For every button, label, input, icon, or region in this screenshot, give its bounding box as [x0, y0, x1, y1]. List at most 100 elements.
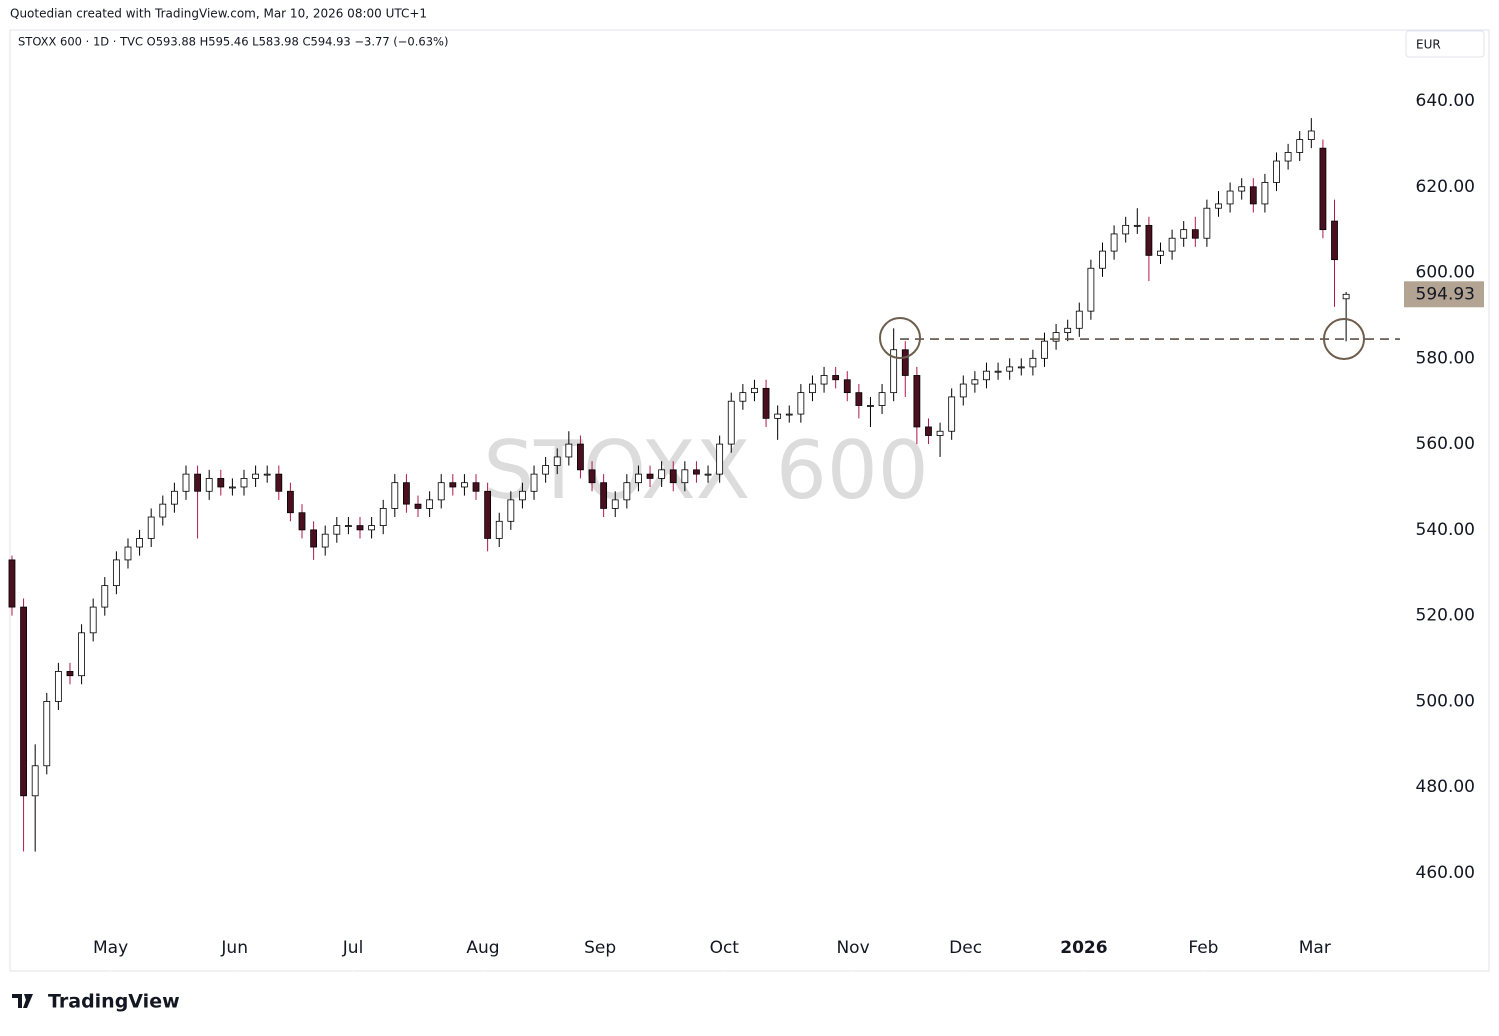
y-tick-label: 600.00	[1416, 263, 1475, 283]
candle-body	[1249, 186, 1257, 205]
candle-body	[1029, 357, 1037, 368]
candle-body	[1052, 332, 1060, 342]
logo: TradingView	[12, 991, 180, 1013]
candle-body	[530, 473, 538, 492]
candle-body	[507, 499, 515, 522]
candle-body	[971, 379, 979, 385]
candle-body	[252, 473, 259, 479]
candle-body	[275, 473, 283, 492]
candle-body	[959, 383, 967, 398]
candle-body	[1133, 224, 1141, 227]
x-tick-label: Aug	[466, 938, 499, 958]
candle-body	[577, 443, 584, 471]
y-tick-label: 520.00	[1416, 606, 1475, 626]
candle-body	[298, 512, 306, 531]
logo-mark	[12, 994, 33, 1008]
candle-body	[1099, 250, 1106, 269]
candle-body	[739, 392, 747, 402]
x-tick-label: 2026	[1060, 938, 1107, 958]
last-price-box	[1404, 281, 1484, 308]
x-tick-label: Jul	[342, 938, 364, 958]
candle-body	[240, 478, 248, 488]
candle-body	[1075, 310, 1083, 329]
candle-body	[484, 490, 492, 539]
candle-body	[31, 765, 39, 797]
y-tick-label: 460.00	[1416, 863, 1475, 883]
candle-body	[762, 387, 770, 419]
candle-body	[1017, 366, 1025, 369]
candle-body	[1087, 267, 1095, 312]
candle-body	[1168, 237, 1176, 252]
candle-body	[588, 469, 596, 484]
candle-body	[1110, 233, 1118, 252]
candle-body	[414, 503, 422, 509]
candle-body	[820, 375, 828, 385]
candle-body	[913, 375, 921, 428]
candle-body	[936, 430, 944, 436]
candle-body	[1064, 327, 1072, 333]
y-tick-label: 580.00	[1416, 348, 1475, 368]
candle-body	[78, 632, 85, 677]
candle-body	[890, 349, 898, 394]
highlight-circle	[1323, 318, 1365, 360]
candle-body	[20, 606, 27, 797]
highlight-circle	[879, 317, 921, 359]
candle-body	[321, 533, 329, 548]
y-tick-label: 620.00	[1416, 177, 1475, 197]
candle-body	[1157, 250, 1164, 256]
candle-body	[449, 482, 457, 488]
candle-body	[8, 559, 16, 608]
candle-body	[809, 383, 816, 394]
candle-body	[345, 525, 352, 527]
candle-body	[693, 469, 700, 475]
candle-body	[461, 482, 468, 488]
candle-body	[774, 413, 782, 419]
candle-body	[565, 443, 573, 458]
candle-body	[54, 671, 62, 702]
candle-body	[426, 499, 434, 509]
candle-body	[1284, 152, 1292, 162]
candle-body	[112, 559, 120, 587]
y-tick-label: 640.00	[1416, 91, 1475, 111]
candle-body	[751, 387, 758, 394]
candle-body	[159, 503, 167, 518]
x-tick-label: Oct	[710, 938, 740, 958]
candle-body	[878, 392, 886, 406]
candle-body	[472, 482, 480, 492]
candle-body	[646, 473, 654, 479]
candle-body	[1215, 203, 1222, 209]
candle-body	[658, 469, 666, 479]
candle-body	[89, 606, 97, 634]
candle-body	[147, 516, 155, 539]
candle-body	[1191, 229, 1199, 239]
candle-body	[994, 370, 1002, 373]
candle-body	[785, 413, 793, 416]
watermark: STOXX 600	[483, 424, 928, 517]
candle-body	[437, 482, 445, 501]
x-tick-label: Feb	[1188, 938, 1218, 958]
candle-body	[727, 400, 735, 445]
candle-body	[855, 392, 863, 406]
candle-body	[403, 482, 410, 505]
candle-body	[287, 490, 294, 514]
x-tick-label: Dec	[949, 938, 982, 958]
candle-body	[704, 473, 712, 476]
candle-body	[1203, 207, 1211, 239]
candle-body	[1342, 293, 1350, 300]
candle-body	[391, 482, 399, 509]
x-tick-label: Jun	[220, 938, 248, 958]
candle-body	[600, 482, 608, 509]
candle-body	[925, 426, 932, 436]
currency-box[interactable]	[1405, 30, 1485, 58]
candle-body	[66, 671, 74, 677]
candle-body	[1122, 224, 1130, 235]
y-tick-label: 560.00	[1416, 434, 1475, 454]
candle-body	[681, 469, 689, 484]
legend: STOXX 600 · 1D · TVC O593.88 H595.46 L58…	[18, 35, 448, 49]
candle-body	[124, 546, 132, 561]
candle-body	[1296, 139, 1304, 153]
candle-body	[495, 520, 503, 539]
candle-body	[170, 490, 178, 505]
candle-body	[217, 478, 225, 488]
